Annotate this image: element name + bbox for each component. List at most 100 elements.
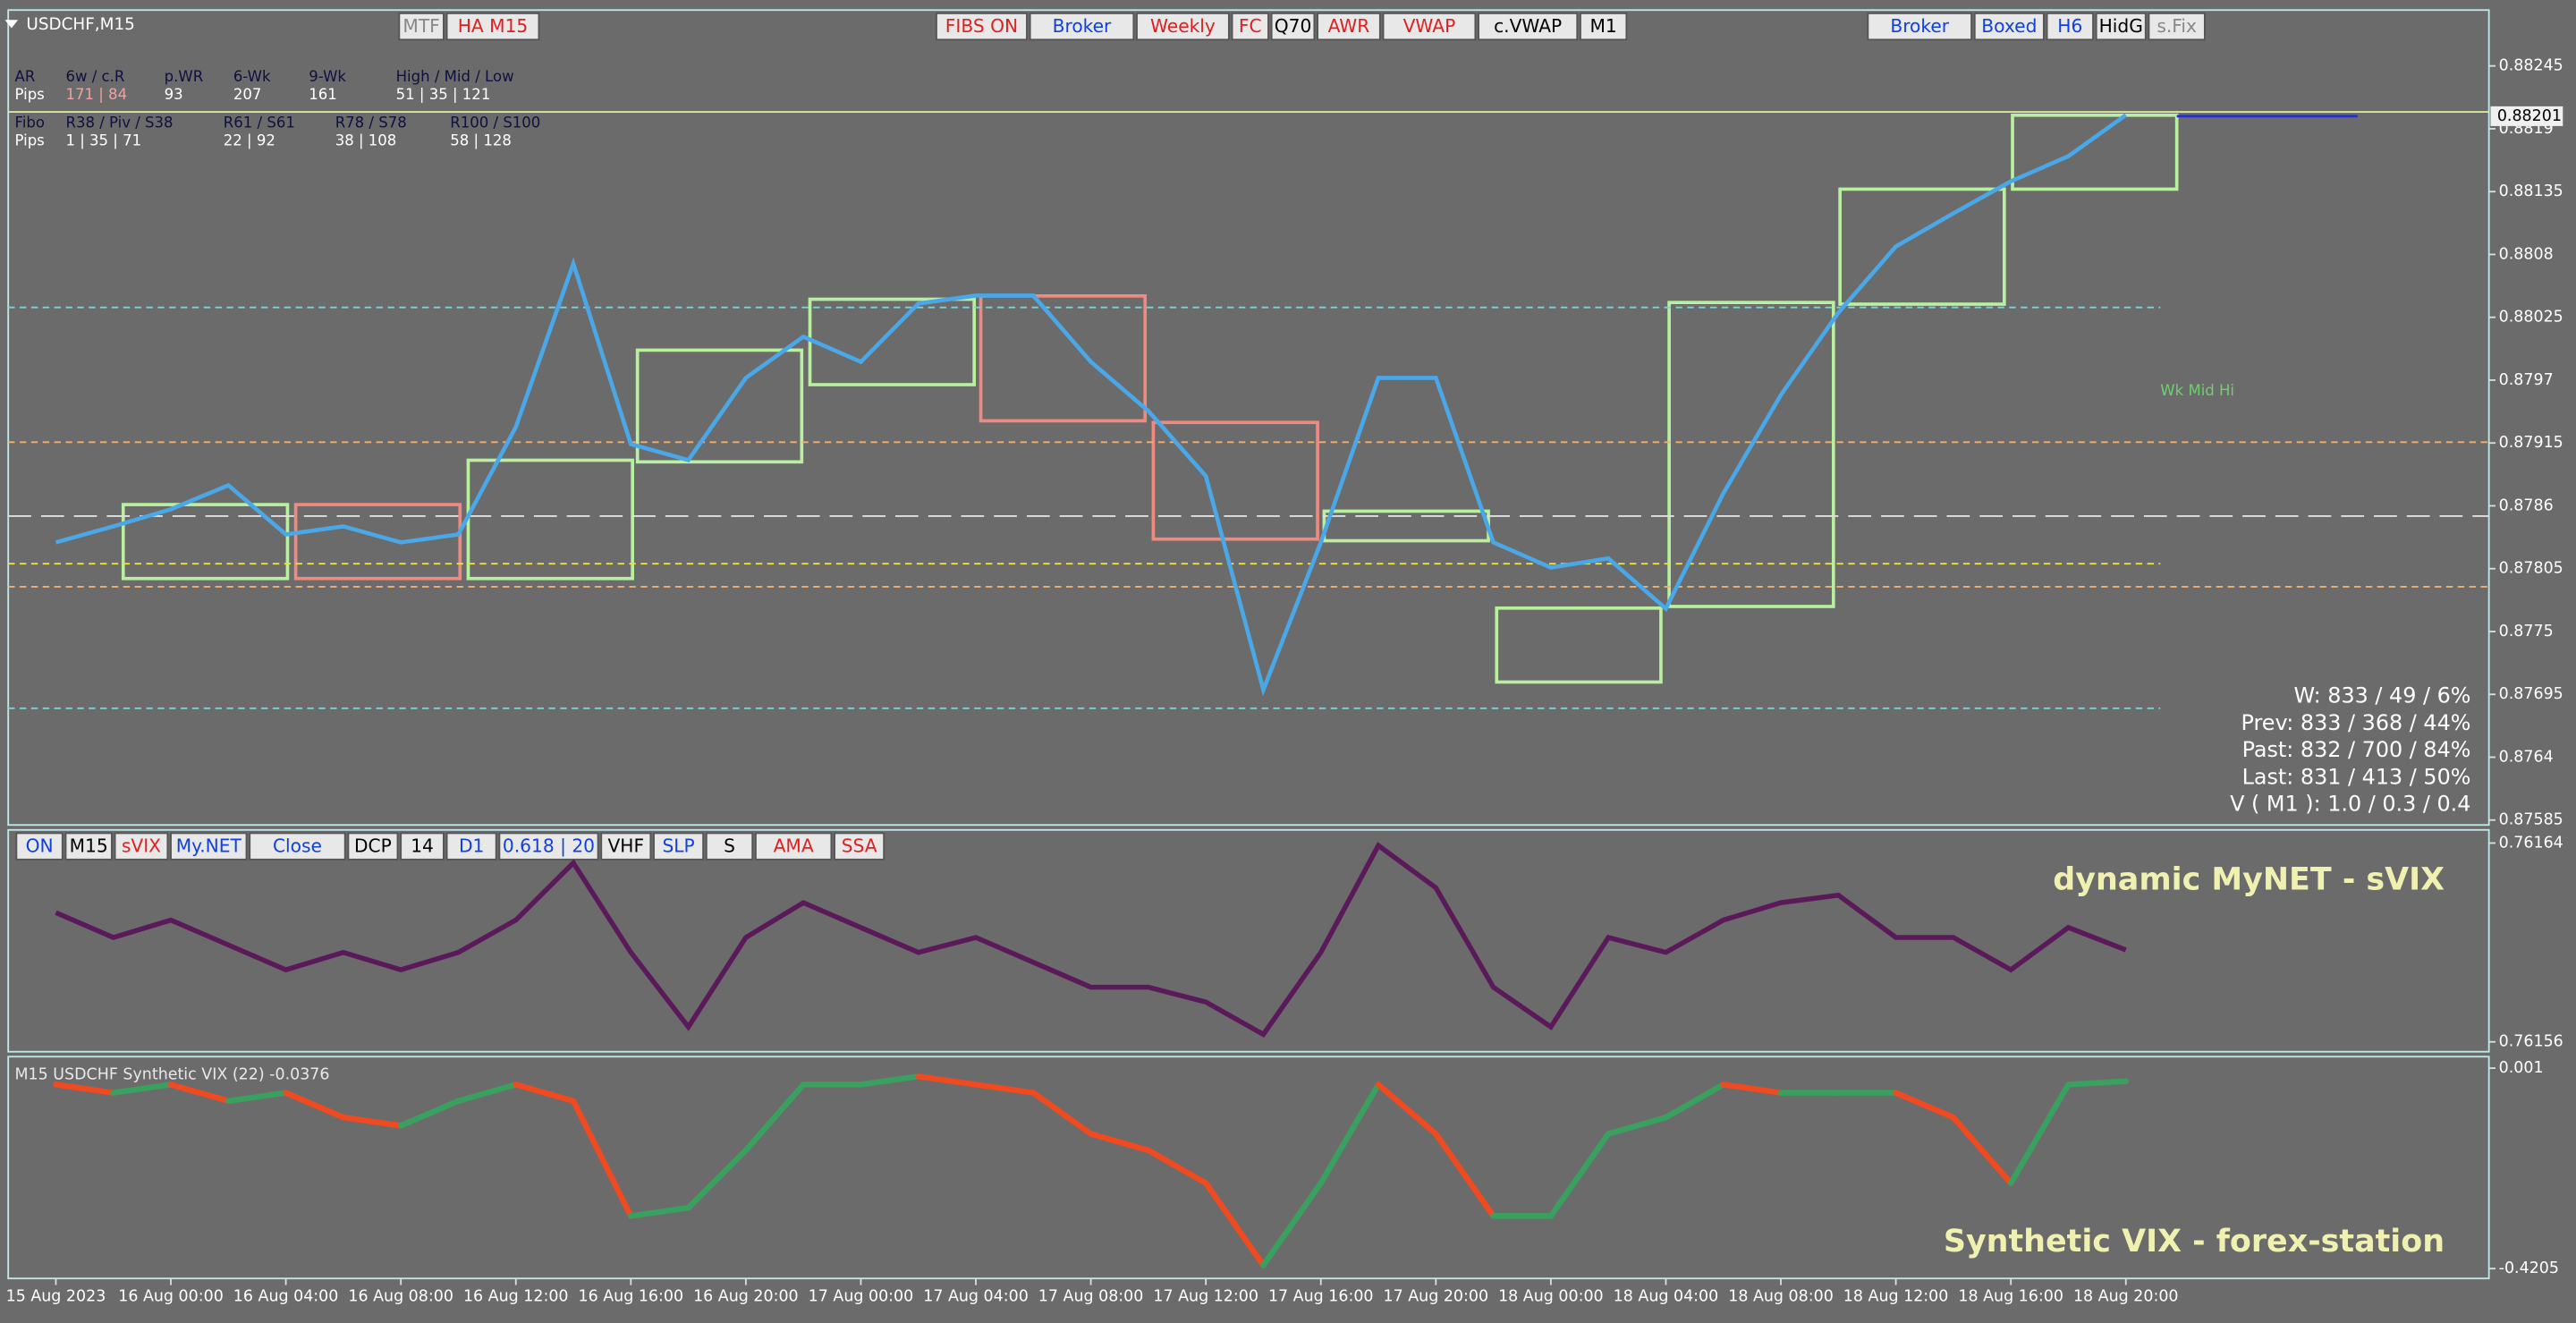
toolbar-button[interactable] — [834, 832, 886, 861]
range-box — [1151, 420, 1319, 541]
toolbar-button[interactable] — [398, 12, 445, 41]
time-label: 18 Aug 16:00 — [1958, 1287, 2063, 1305]
info-cell: Pips — [15, 132, 45, 149]
button-label[interactable]: My.NET — [176, 835, 242, 857]
info-cell: Pips — [15, 86, 45, 103]
symbol-title: USDCHF,M15 — [26, 15, 134, 34]
range-box — [121, 503, 290, 581]
button-label[interactable]: 0.618 | 20 — [503, 835, 595, 857]
button-label[interactable]: VWAP — [1403, 15, 1456, 37]
toolbar-button[interactable] — [2148, 12, 2206, 41]
vix-segment — [1318, 1081, 1382, 1186]
button-label[interactable]: D1 — [459, 835, 484, 857]
stat-line: V ( M1 ): 1.0 / 0.3 / 0.4 — [2230, 792, 2470, 817]
button-label[interactable]: Close — [273, 835, 322, 857]
svix-title: dynamic MyNET - sVIX — [2053, 862, 2445, 898]
toolbar-button[interactable] — [64, 832, 113, 861]
info-cell: High / Mid / Low — [396, 68, 514, 85]
axis-label: 0.8797 — [2499, 371, 2554, 389]
button-label[interactable]: H6 — [2057, 15, 2082, 37]
button-label[interactable]: AWR — [1328, 15, 1370, 37]
button-label[interactable]: MTF — [402, 15, 439, 37]
toolbar-button[interactable] — [445, 12, 540, 41]
button-label[interactable]: SSA — [842, 835, 877, 857]
time-label: 17 Aug 20:00 — [1384, 1287, 1489, 1305]
toolbar-button[interactable] — [1478, 12, 1579, 41]
button-label[interactable]: Q70 — [1275, 15, 1312, 37]
stat-line: Prev: 833 / 368 / 44% — [2241, 710, 2471, 735]
toolbar-button[interactable] — [445, 832, 497, 861]
axis-label: 0.88025 — [2499, 309, 2563, 327]
button-label[interactable]: HidG — [2099, 15, 2143, 37]
toolbar-button[interactable] — [1136, 12, 1230, 41]
time-label: 17 Aug 12:00 — [1153, 1287, 1258, 1305]
toolbar-button[interactable] — [2095, 12, 2147, 41]
toolbar-button[interactable] — [754, 832, 833, 861]
toolbar-button[interactable] — [347, 832, 399, 861]
info-cell: 9-Wk — [309, 68, 346, 85]
button-label[interactable]: FIBS ON — [945, 15, 1018, 37]
vix-segment — [340, 1115, 404, 1129]
button-label[interactable]: S — [724, 835, 735, 857]
button-label[interactable]: c.VWAP — [1494, 15, 1562, 37]
toolbar-button[interactable] — [498, 832, 599, 861]
toolbar-button[interactable] — [400, 832, 445, 861]
axis-label: 0.8764 — [2499, 748, 2554, 766]
toolbar-button[interactable] — [653, 832, 705, 861]
time-label: 17 Aug 00:00 — [809, 1287, 914, 1305]
info-cell: 38 | 108 — [335, 132, 397, 149]
toolbar-button[interactable] — [1580, 12, 1628, 41]
button-label[interactable]: sVIX — [122, 835, 161, 857]
button-label[interactable]: FC — [1239, 15, 1262, 37]
axis-label: -0.4205 — [2499, 1259, 2559, 1277]
time-label: 18 Aug 12:00 — [1843, 1287, 1949, 1305]
button-label[interactable]: Broker — [1890, 15, 1949, 37]
button-label[interactable]: AMA — [774, 835, 814, 857]
button-label[interactable]: s.Fix — [2157, 15, 2197, 37]
button-label[interactable]: SLP — [662, 835, 694, 857]
info-cell: 171 | 84 — [65, 86, 127, 103]
button-label[interactable]: M15 — [70, 835, 108, 857]
vix-segment — [110, 1081, 174, 1096]
button-label[interactable]: ON — [26, 835, 54, 857]
button-label[interactable]: DCP — [354, 835, 392, 857]
axis-label: 0.88135 — [2499, 182, 2563, 200]
toolbar-button[interactable] — [114, 832, 169, 861]
toolbar-button[interactable] — [1973, 12, 2045, 41]
vix-segment — [2007, 1081, 2072, 1186]
vix-segment — [1145, 1147, 1209, 1186]
toolbar-button[interactable] — [15, 832, 64, 861]
time-label: 16 Aug 16:00 — [579, 1287, 684, 1305]
toolbar-button[interactable] — [1231, 12, 1269, 41]
toolbar-button[interactable] — [1270, 12, 1316, 41]
info-cell: 207 — [233, 86, 262, 103]
toolbar-button[interactable] — [249, 832, 346, 861]
toolbar-button[interactable] — [705, 832, 754, 861]
range-box — [979, 293, 1148, 423]
time-label: 18 Aug 08:00 — [1728, 1287, 1834, 1305]
menu-arrow[interactable] — [4, 20, 19, 29]
toolbar-button[interactable] — [1382, 12, 1477, 41]
toolbar-button[interactable] — [600, 832, 652, 861]
button-label[interactable]: HA M15 — [458, 15, 529, 37]
toolbar-button[interactable] — [1867, 12, 1972, 41]
info-cell: R78 / S78 — [335, 114, 407, 131]
vix-segment — [2065, 1078, 2129, 1088]
range-box — [1495, 606, 1663, 684]
button-label[interactable]: M1 — [1590, 15, 1617, 37]
button-label[interactable]: 14 — [411, 835, 434, 857]
toolbar-button[interactable] — [170, 832, 248, 861]
time-label: 18 Aug 20:00 — [2073, 1287, 2179, 1305]
toolbar-button[interactable] — [936, 12, 1028, 41]
vix-segment — [455, 1081, 519, 1105]
vix-segment — [1030, 1090, 1094, 1137]
toolbar-button[interactable] — [1317, 12, 1381, 41]
toolbar-button[interactable] — [2046, 12, 2094, 41]
button-label[interactable]: Boxed — [1981, 15, 2037, 37]
series-line — [55, 842, 2127, 1038]
button-label[interactable]: Broker — [1053, 15, 1112, 37]
toolbar-button[interactable] — [1029, 12, 1135, 41]
button-label[interactable]: VHF — [607, 835, 644, 857]
button-label[interactable]: Weekly — [1150, 15, 1216, 37]
